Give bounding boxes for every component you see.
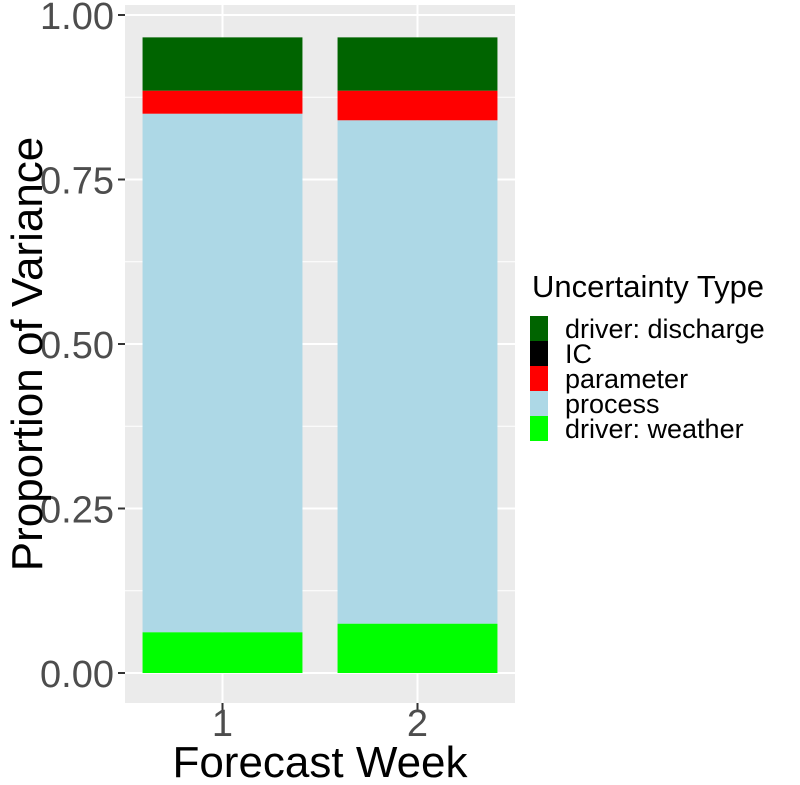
y-axis: 0.00 0.25 0.50 0.75 1.00 xyxy=(40,0,125,696)
x-axis-title: Forecast Week xyxy=(172,738,468,785)
legend-key xyxy=(530,391,548,416)
x-tick-label: 2 xyxy=(407,703,428,745)
x-tick-label: 1 xyxy=(212,703,233,745)
legend-key xyxy=(530,366,548,391)
bar-segment xyxy=(142,632,303,673)
y-axis-title: Proportion of Variance xyxy=(3,137,52,572)
legend-items: driver: dischargeICparameterprocessdrive… xyxy=(530,314,765,444)
bar-segment xyxy=(337,623,498,673)
bars xyxy=(142,37,498,673)
legend-label: driver: weather xyxy=(565,414,744,444)
legend-title: Uncertainty Type xyxy=(532,269,764,304)
y-tick-label: 1.00 xyxy=(40,0,114,38)
legend: Uncertainty Type driver: dischargeICpara… xyxy=(530,269,765,444)
legend-label: IC xyxy=(565,339,592,369)
legend-key xyxy=(530,341,548,366)
bar-segment xyxy=(337,37,498,91)
legend-label: parameter xyxy=(565,364,688,394)
legend-key xyxy=(530,416,548,441)
bar-segment xyxy=(142,90,303,114)
y-tick-label: 0.00 xyxy=(40,654,114,696)
y-tick-label: 0.75 xyxy=(40,161,114,203)
bar-segment xyxy=(337,90,498,121)
legend-key xyxy=(530,316,548,341)
bar-segment xyxy=(142,37,303,91)
bar-segment xyxy=(337,120,498,624)
y-tick-label: 0.50 xyxy=(40,325,114,367)
y-tick-label: 0.25 xyxy=(40,490,114,532)
bar-segment xyxy=(142,113,303,633)
legend-label: driver: discharge xyxy=(565,314,765,344)
legend-label: process xyxy=(565,389,660,419)
